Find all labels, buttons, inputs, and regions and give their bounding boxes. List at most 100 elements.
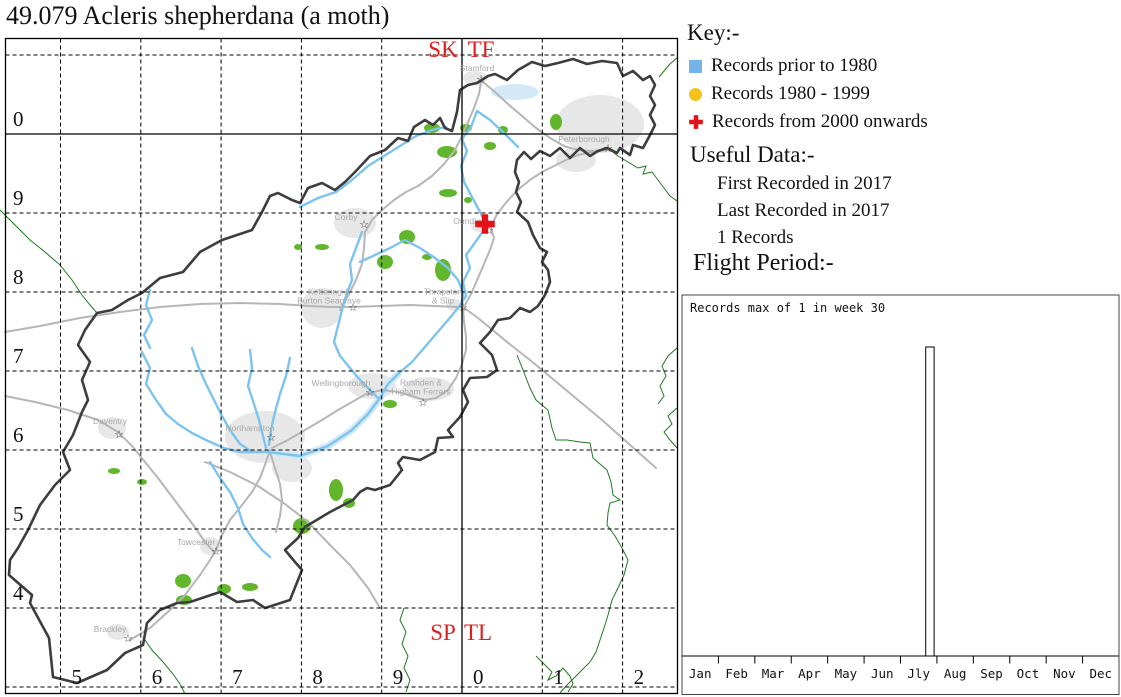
town-label: Brackley — [94, 624, 127, 634]
woodland-patch — [137, 479, 147, 485]
town-star-icon: ☆ — [418, 396, 428, 409]
woodland-patch — [550, 114, 562, 130]
woodland-patch — [294, 244, 302, 250]
blue-square-icon — [689, 59, 702, 73]
urban-area — [107, 624, 129, 640]
useful-data-list: First Recorded in 2017 Last Recorded in … — [717, 170, 892, 251]
flight-week-bar — [925, 346, 935, 657]
northing-label: 4 — [13, 581, 24, 605]
town-star-icon: ☆ — [266, 431, 276, 444]
road — [129, 449, 271, 641]
town-star-icon: ☆ — [476, 73, 486, 86]
road — [4, 395, 215, 553]
woodland-patch — [329, 479, 343, 501]
river — [298, 125, 448, 209]
chart-annotation: Records max of 1 in week 30 — [690, 301, 885, 315]
key-item-label: Records prior to 1980 — [711, 55, 878, 76]
woodland-patch — [484, 142, 496, 150]
town-star-icon: ☆ — [114, 428, 124, 441]
vice-county-boundary — [142, 636, 186, 695]
grid-labels-layer: 5 6 7 8 9 0 1 2 0 9 8 7 6 5 4 SK TF SP TL — [13, 37, 644, 689]
easting-label: 5 — [72, 665, 83, 689]
easting-label: 9 — [393, 665, 404, 689]
month-label: Oct — [1017, 666, 1040, 681]
easting-label: 6 — [152, 665, 163, 689]
towns-layer: ☆Stamford☆Peterborough☆Corby☆Oundle☆Kett… — [93, 63, 613, 645]
town-star-icon: ☆ — [348, 301, 358, 314]
vice-county-boundary-layer — [0, 56, 679, 695]
month-label: Jan — [689, 666, 712, 681]
river — [332, 230, 380, 400]
record-marker-2000-onwards — [475, 214, 495, 234]
vice-county-boundary — [535, 655, 574, 693]
easting-label: 1 — [553, 665, 564, 689]
woodland-patch — [377, 255, 393, 269]
town-label: Rushden & Higham Ferrers — [391, 378, 450, 397]
month-label: Jly — [907, 666, 930, 681]
month-label: Apr — [798, 666, 821, 681]
month-label: Aug — [944, 666, 967, 681]
month-label: Feb — [725, 666, 748, 681]
town-star-icon: ☆ — [123, 632, 133, 645]
first-recorded-line: First Recorded in 2017 — [717, 173, 892, 194]
key-item-1980-1999: Records 1980 - 1999 — [689, 80, 928, 108]
town-label: Daventry — [93, 416, 128, 426]
chart-bars-layer — [925, 346, 935, 657]
chart-frame-layer: Records max of 1 in week 30 — [681, 294, 1120, 695]
month-label: May — [835, 666, 858, 681]
town-label: Northampton — [225, 423, 274, 433]
river — [190, 346, 254, 454]
town-label: Wellingborough — [312, 378, 371, 388]
town-star-icon: ☆ — [603, 142, 613, 155]
vice-county-boundary — [399, 607, 411, 693]
key-heading: Key:- — [687, 20, 740, 45]
key-item-label: Records from 2000 onwards — [712, 111, 928, 132]
northing-label: 0 — [13, 107, 24, 131]
northing-label: 9 — [13, 186, 24, 210]
map-border — [4, 37, 679, 695]
easting-label: 2 — [634, 665, 645, 689]
road — [271, 306, 467, 449]
grid-letter-sk: SK — [428, 37, 458, 62]
town-label: Thrapston & Slip — [424, 287, 463, 306]
town-label: Peterborough — [558, 134, 610, 144]
river — [140, 350, 270, 454]
road — [204, 461, 381, 609]
woodland-patch — [315, 244, 329, 250]
month-label: Nov — [1053, 666, 1076, 681]
county-boundary — [7, 57, 657, 685]
northing-label: 5 — [13, 502, 24, 526]
grid-letter-tl: TL — [464, 620, 492, 645]
road — [339, 81, 482, 311]
red-cross-icon — [689, 115, 703, 129]
flight-period-heading: Flight Period:- — [693, 250, 834, 276]
grid-letter-tf: TF — [468, 37, 495, 62]
town-label: Towcester — [177, 537, 215, 547]
woodland-patch — [383, 400, 397, 408]
woodland-patch — [435, 259, 451, 281]
woodland-patch — [464, 197, 472, 203]
northing-label: 6 — [13, 423, 24, 447]
chart-border — [681, 294, 1120, 695]
road — [464, 149, 607, 306]
northing-label: 8 — [13, 265, 24, 289]
easting-label: 7 — [232, 665, 243, 689]
river — [267, 356, 292, 447]
key-item-label: Records 1980 - 1999 — [711, 83, 870, 104]
easting-label: 8 — [312, 665, 323, 689]
town-star-icon: ☆ — [484, 224, 494, 237]
last-recorded-line: Last Recorded in 2017 — [717, 200, 890, 221]
town-star-icon: ☆ — [365, 386, 375, 399]
month-label: Mar — [762, 666, 785, 681]
town-star-icon: ☆ — [458, 301, 468, 314]
vice-county-boundary — [663, 407, 678, 449]
town-label: Oundle — [453, 216, 481, 226]
woodland-patch — [175, 574, 191, 588]
page-title: 49.079 Acleris shepherdana (a moth) — [6, 1, 390, 30]
urban-area — [272, 454, 312, 482]
urban-area — [446, 299, 464, 311]
record-markers-layer — [475, 214, 495, 234]
